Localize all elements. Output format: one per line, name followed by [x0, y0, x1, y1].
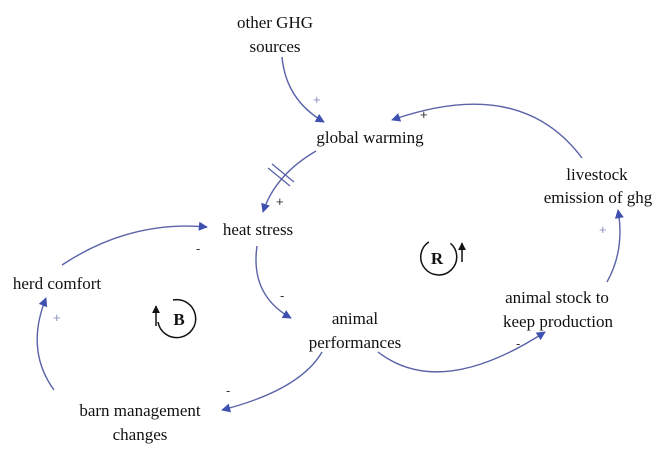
reinforcing-loop-marker: R [419, 241, 466, 276]
loop-label-r: R [431, 249, 444, 268]
polarity-animal-stock: - [516, 336, 520, 351]
delay-mark [267, 163, 295, 187]
balancing-loop-marker: B [152, 298, 197, 339]
link-other-ghg-to-global-warming [281, 56, 325, 123]
node-livestock-emission-line2: emission of ghg [544, 188, 653, 207]
polarity-other-ghg: + [313, 92, 321, 107]
node-barn-management-line2: changes [113, 425, 168, 444]
polarity-animal-performances-barn: - [226, 383, 230, 398]
link-animal-performances-to-animal-stock [377, 331, 546, 373]
node-animal-performances-line1: animal [332, 309, 379, 328]
node-barn-management-line1: barn management [79, 401, 201, 420]
node-other-ghg-line1: other GHG [237, 13, 313, 32]
loop-label-b: B [173, 310, 184, 329]
link-global-warming-to-heat-stress [261, 150, 317, 213]
node-livestock-emission-line1: livestock [566, 165, 628, 184]
polarity-livestock: + [420, 107, 428, 122]
link-livestock-to-global-warming [391, 103, 583, 159]
node-herd-comfort: herd comfort [13, 274, 102, 293]
node-animal-stock-line1: animal stock to [505, 288, 609, 307]
polarity-global-warming: + [276, 194, 284, 209]
link-heat-stress-to-animal-performances [255, 245, 292, 319]
node-animal-performances-line2: performances [309, 333, 402, 352]
polarity-heat-stress: - [280, 288, 284, 303]
polarity-livestock-emission: + [599, 222, 607, 237]
node-global-warming: global warming [316, 128, 424, 147]
link-herd-comfort-to-heat-stress [61, 221, 208, 266]
polarity-barn-management: + [53, 310, 61, 325]
node-animal-stock-line2: keep production [503, 312, 613, 331]
polarity-herd-comfort: - [196, 241, 200, 256]
link-animal-performances-to-barn-management [221, 351, 323, 413]
link-animal-stock-to-livestock-emission [606, 209, 624, 283]
node-other-ghg-line2: sources [250, 37, 301, 56]
node-heat-stress: heat stress [223, 220, 293, 239]
link-barn-management-to-herd-comfort [36, 297, 55, 391]
